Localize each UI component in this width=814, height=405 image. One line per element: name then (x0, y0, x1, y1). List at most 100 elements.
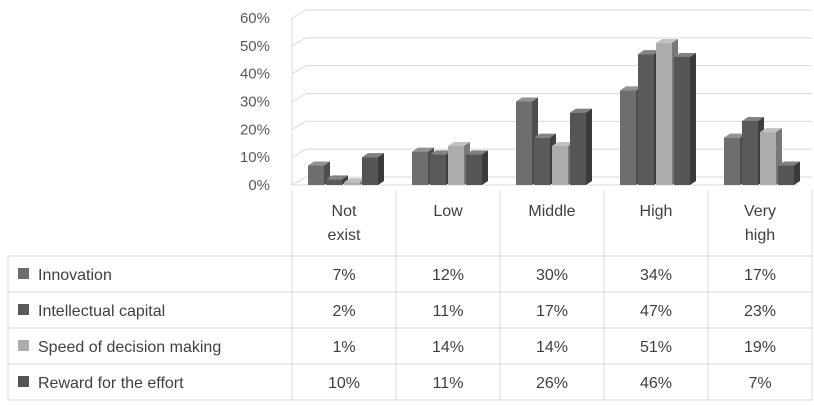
bar-top (552, 142, 574, 147)
gridline-diagonal (291, 148, 307, 158)
bar-front (534, 137, 550, 185)
data-label: 17% (536, 303, 568, 320)
y-tick-label: 50% (240, 38, 270, 55)
y-tick-label: 10% (240, 149, 270, 166)
y-tick-label: 40% (240, 66, 270, 83)
legend-label: Innovation (38, 267, 112, 284)
bar (674, 52, 696, 185)
bar-top (448, 142, 470, 147)
data-label: 11% (433, 303, 464, 320)
data-table: Not exist Low Middle High Very high Innovation 7… (7, 190, 813, 401)
data-label: 26% (536, 375, 568, 392)
data-label: 23% (744, 303, 776, 320)
bar-top (724, 133, 746, 138)
category-label: Very high (744, 203, 776, 244)
bar-top (620, 86, 642, 91)
gridline-diagonal (291, 176, 307, 186)
bar-front (344, 182, 360, 185)
bar-front (326, 179, 342, 185)
bar (570, 108, 592, 185)
category-label-line: Low (433, 203, 463, 220)
data-label: 11% (433, 375, 464, 392)
bar-top (362, 153, 384, 158)
gridline-diagonal (291, 9, 307, 19)
bar-top (778, 161, 800, 166)
bar-top (308, 161, 330, 166)
bar-top (760, 128, 782, 133)
data-label: 14% (432, 339, 464, 356)
bar-top (344, 178, 366, 183)
bar-front (430, 154, 446, 185)
y-axis: 60% 50% 40% 30% 20% 10% 0% (240, 10, 270, 194)
y-tick-label: 30% (240, 94, 270, 111)
legend-key (18, 268, 29, 279)
bar-top (430, 150, 452, 155)
legend-key (18, 340, 29, 351)
y-tick-label: 0% (248, 177, 270, 194)
y-tick-label: 60% (240, 10, 270, 27)
bar-top (466, 150, 488, 155)
bar-side (690, 52, 696, 185)
bar-side (378, 153, 384, 185)
data-label: 47% (640, 303, 672, 320)
bar-front (552, 146, 568, 185)
bar-front (362, 157, 378, 185)
bar-side (794, 161, 800, 185)
bars (308, 39, 800, 185)
bar-front (308, 165, 324, 185)
bar-front (620, 90, 636, 185)
bar-side (342, 175, 348, 185)
legend-key (18, 304, 29, 315)
data-label: 30% (536, 267, 568, 284)
category-label: High (640, 203, 673, 220)
gridline-diagonal (291, 120, 307, 130)
bar (778, 161, 800, 185)
bar-top (638, 50, 660, 55)
gridline-diagonal (291, 93, 307, 102)
gridline-diagonal (291, 37, 307, 47)
bar-side (482, 150, 488, 185)
bar-top (326, 175, 348, 180)
bar-top (516, 97, 538, 102)
data-label: 46% (640, 375, 672, 392)
data-label: 17% (744, 267, 776, 284)
legend-key (18, 376, 29, 387)
category-label-line: High (640, 203, 673, 220)
category-label: Middle (528, 203, 575, 220)
bar-front (638, 54, 654, 185)
bar-front (412, 151, 428, 185)
bar-front (760, 132, 776, 185)
legend-label: Intellectual capital (38, 303, 165, 320)
bar-top (742, 116, 764, 121)
data-label: 7% (332, 267, 355, 284)
data-label: 14% (536, 339, 568, 356)
bar-front (742, 120, 758, 185)
y-tick-label: 20% (240, 121, 270, 138)
bar-front (516, 101, 532, 185)
category-label-line: Middle (528, 203, 575, 220)
bar-front (570, 112, 586, 185)
bar-top (656, 39, 678, 44)
bar-top (674, 52, 696, 57)
bar (308, 161, 330, 185)
category-label: Low (433, 203, 463, 220)
bar-front (656, 43, 672, 185)
legend-label: Reward for the effort (38, 375, 184, 392)
bar-top (570, 108, 592, 113)
data-label: 19% (744, 339, 776, 356)
bar-front (778, 165, 794, 185)
bar-top (412, 147, 434, 152)
data-label: 2% (332, 303, 355, 320)
data-label: 51% (640, 339, 672, 356)
category-label-line: exist (328, 227, 361, 244)
data-label: 10% (328, 375, 360, 392)
gridline-diagonal (291, 65, 307, 75)
bar-front (724, 137, 740, 185)
data-label: 34% (640, 267, 672, 284)
category-label-line: Not (332, 203, 357, 220)
bar-side (586, 108, 592, 185)
category-label-line: high (745, 227, 775, 244)
category-label-line: Very (744, 203, 776, 220)
bar (466, 150, 488, 185)
